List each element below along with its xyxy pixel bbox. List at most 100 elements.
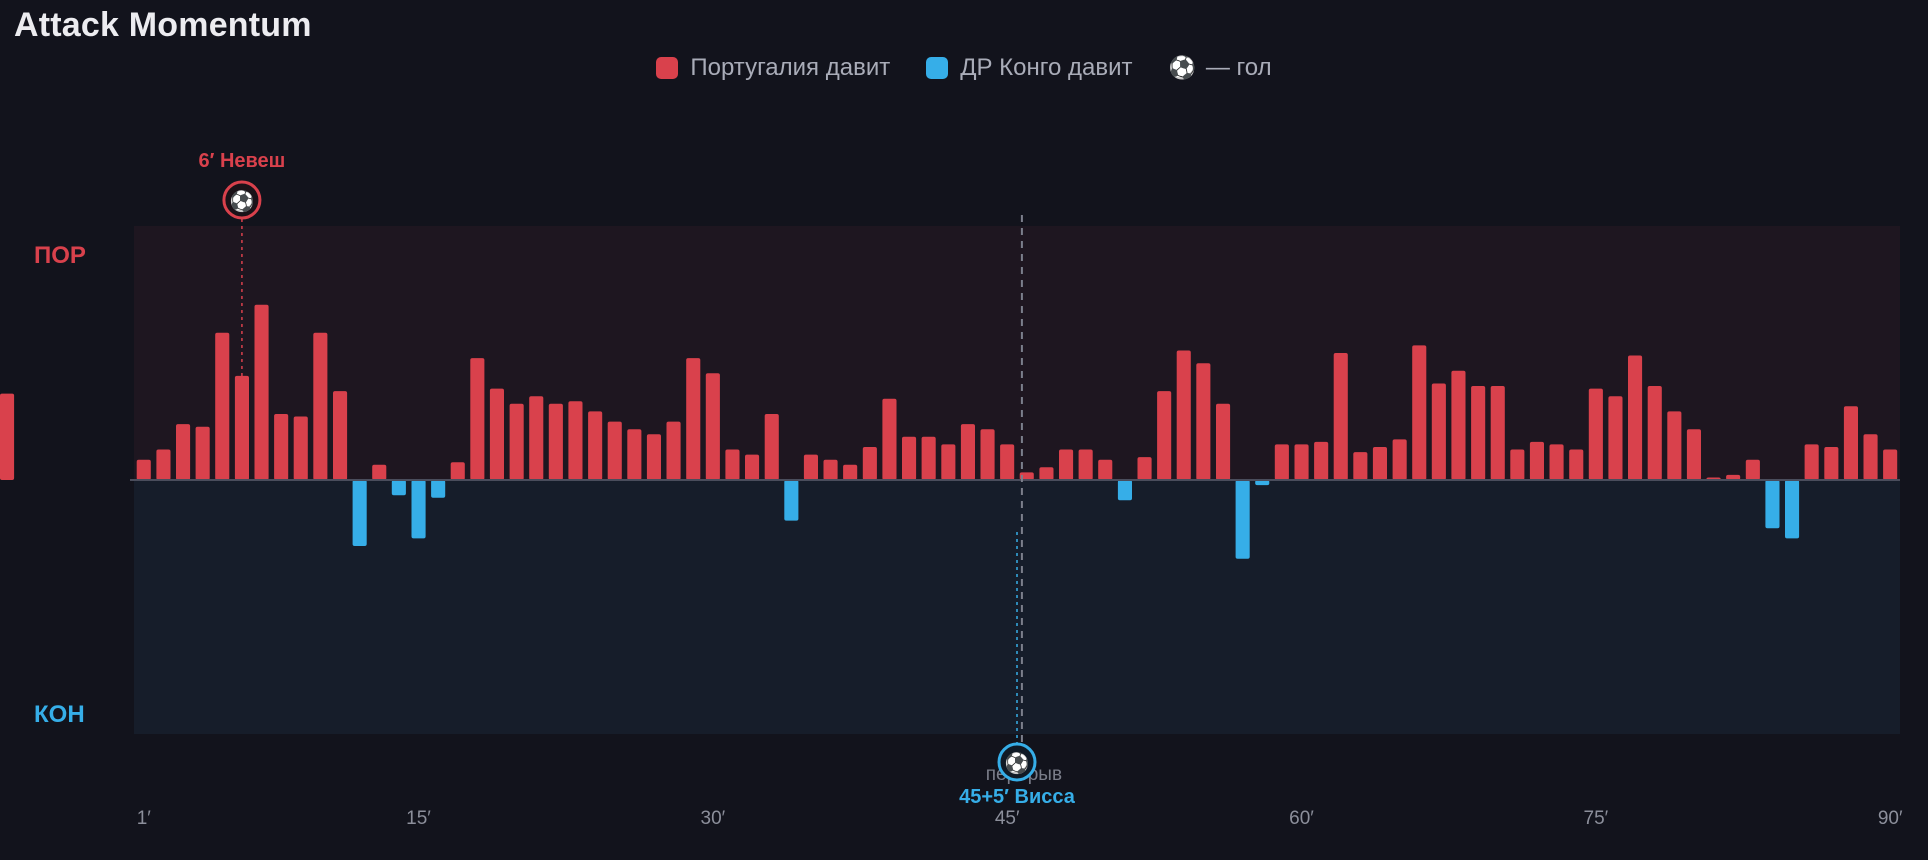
momentum-bar bbox=[215, 332, 230, 480]
soccer-ball-icon: ⚽ bbox=[1004, 751, 1030, 775]
goal-label: 6′ Невеш bbox=[198, 150, 285, 172]
legend-label-home: Португалия давит bbox=[690, 54, 891, 81]
momentum-bar bbox=[293, 416, 308, 480]
momentum-bar bbox=[1274, 444, 1289, 480]
momentum-bar bbox=[1843, 406, 1858, 480]
momentum-bar bbox=[1176, 350, 1191, 480]
momentum-bar bbox=[627, 429, 642, 480]
side-label-away: КОН bbox=[34, 701, 85, 728]
momentum-bar bbox=[391, 480, 406, 496]
momentum-bar bbox=[1529, 441, 1544, 480]
momentum-bar bbox=[372, 464, 387, 480]
legend-item-away: ДР Конго давит bbox=[926, 54, 1132, 82]
momentum-bar bbox=[666, 421, 681, 480]
chart-title: Attack Momentum bbox=[14, 6, 312, 44]
momentum-bar bbox=[470, 358, 485, 480]
momentum-bar bbox=[195, 426, 210, 480]
momentum-bar bbox=[1824, 447, 1839, 480]
momentum-bar bbox=[234, 375, 249, 480]
momentum-bar bbox=[1294, 444, 1309, 480]
momentum-bar bbox=[352, 480, 367, 546]
momentum-bar bbox=[980, 429, 995, 480]
momentum-bar bbox=[764, 414, 779, 480]
momentum-bar bbox=[1255, 480, 1270, 486]
goal-marker-ring bbox=[222, 180, 262, 220]
momentum-bar bbox=[313, 332, 328, 480]
momentum-bar bbox=[1314, 441, 1329, 480]
x-tick-label: 45′ bbox=[995, 808, 1020, 829]
x-tick-label: 60′ bbox=[1289, 808, 1314, 829]
momentum-bar bbox=[1549, 444, 1564, 480]
momentum-bar bbox=[1490, 386, 1505, 480]
legend: Португалия давит ДР Конго давит ⚽ — гол bbox=[0, 54, 1928, 82]
momentum-bar bbox=[1019, 472, 1034, 480]
momentum-bar bbox=[1392, 439, 1407, 480]
legend-item-goal: ⚽ — гол bbox=[1168, 54, 1271, 82]
momentum-bar bbox=[1686, 429, 1701, 480]
momentum-bar bbox=[1745, 459, 1760, 480]
legend-label-away: ДР Конго давит bbox=[960, 54, 1133, 81]
momentum-bar bbox=[1000, 444, 1015, 480]
soccer-ball-icon: ⚽ bbox=[228, 189, 254, 213]
momentum-bar bbox=[1078, 449, 1093, 480]
x-tick-label: 15′ bbox=[406, 808, 431, 829]
momentum-bar bbox=[646, 434, 661, 480]
momentum-bar bbox=[1353, 452, 1368, 480]
momentum-bar bbox=[1569, 449, 1584, 480]
momentum-bar bbox=[803, 454, 818, 480]
momentum-bar bbox=[1804, 444, 1819, 480]
momentum-bar bbox=[1216, 403, 1231, 480]
momentum-bar bbox=[1372, 447, 1387, 480]
momentum-bar bbox=[1196, 363, 1211, 480]
side-label-home: ПОР bbox=[34, 242, 86, 269]
momentum-bar bbox=[529, 396, 544, 480]
legend-label-goal: — гол bbox=[1205, 54, 1272, 81]
soccer-ball-icon: ⚽ bbox=[1168, 55, 1196, 80]
momentum-bar bbox=[548, 403, 563, 480]
x-tick-label: 1′ bbox=[137, 808, 152, 829]
momentum-bar bbox=[725, 449, 740, 480]
momentum-bar bbox=[1863, 434, 1878, 480]
momentum-bar bbox=[176, 424, 191, 480]
momentum-bar bbox=[1235, 480, 1250, 559]
momentum-bar bbox=[1628, 355, 1643, 480]
momentum-bar bbox=[1451, 370, 1466, 480]
momentum-bar bbox=[823, 459, 838, 480]
momentum-bar bbox=[843, 464, 858, 480]
goal-marker-ring bbox=[997, 742, 1037, 782]
x-tick-label: 30′ bbox=[701, 808, 726, 829]
momentum-bar bbox=[1137, 457, 1152, 480]
momentum-bar bbox=[450, 462, 465, 480]
momentum-bar bbox=[156, 449, 171, 480]
x-tick-label: 75′ bbox=[1584, 808, 1609, 829]
goal-label: 45+5′ Висса bbox=[959, 786, 1076, 808]
momentum-bar bbox=[411, 480, 426, 539]
momentum-bar bbox=[1098, 459, 1113, 480]
momentum-bar bbox=[1117, 480, 1132, 501]
momentum-bar bbox=[1726, 474, 1741, 480]
momentum-bar bbox=[1510, 449, 1525, 480]
momentum-bar bbox=[588, 411, 603, 480]
momentum-bar bbox=[862, 447, 877, 480]
momentum-bar bbox=[1471, 386, 1486, 480]
momentum-bar bbox=[254, 304, 269, 480]
momentum-bar bbox=[921, 436, 936, 480]
momentum-bar bbox=[1039, 467, 1054, 480]
momentum-bar bbox=[1647, 386, 1662, 480]
momentum-bar bbox=[960, 424, 975, 480]
momentum-bar bbox=[1785, 480, 1800, 539]
momentum-bar bbox=[1059, 449, 1074, 480]
momentum-bar bbox=[1883, 449, 1898, 480]
momentum-bar bbox=[431, 480, 446, 498]
momentum-bar bbox=[941, 444, 956, 480]
legend-swatch-home bbox=[656, 57, 679, 79]
momentum-bar bbox=[1412, 345, 1427, 480]
momentum-bar bbox=[1333, 353, 1348, 480]
home-pressure-zone bbox=[134, 226, 1900, 480]
legend-swatch-away bbox=[926, 57, 949, 79]
momentum-bar bbox=[1765, 480, 1780, 529]
momentum-bar bbox=[1667, 411, 1682, 480]
momentum-bar bbox=[1431, 383, 1446, 480]
momentum-bar bbox=[0, 393, 15, 480]
